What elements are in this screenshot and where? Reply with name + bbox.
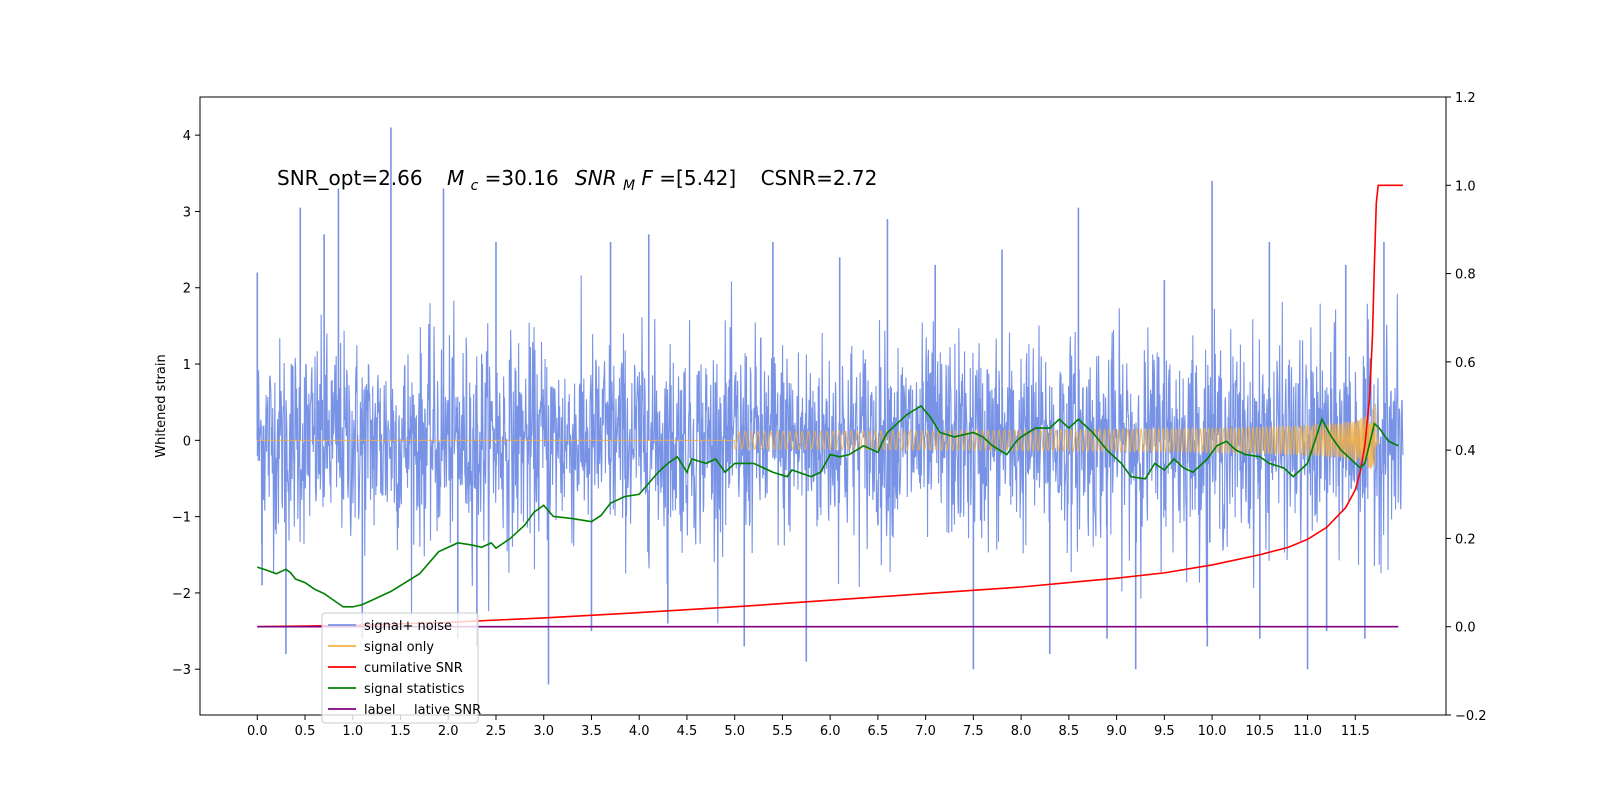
y-right-tick-label: 0.0 <box>1455 621 1476 636</box>
x-tick-label: 10.0 <box>1198 724 1227 739</box>
y-left-tick-label: 4 <box>183 129 191 144</box>
snrmf-subscript: M <box>623 178 635 194</box>
mc-symbol: M <box>447 166 464 190</box>
x-tick-label: 4.0 <box>629 724 650 739</box>
snrmf-value: =[5.42] <box>659 166 736 190</box>
legend-label: signal only <box>364 640 434 655</box>
mc-subscript: c <box>471 178 479 194</box>
x-tick-label: 11.5 <box>1341 724 1370 739</box>
snrmf-f: F <box>641 166 653 190</box>
y-right-tick-label: 0.2 <box>1455 532 1476 547</box>
x-tick-label: 11.0 <box>1293 724 1322 739</box>
y-left-tick-label: −1 <box>172 511 191 526</box>
x-tick-label: 1.5 <box>390 724 411 739</box>
x-tick-label: 9.0 <box>1106 724 1127 739</box>
series-signal-only <box>257 403 1380 470</box>
legend-ghost-text: lative SNR <box>414 703 481 718</box>
series-layer <box>256 127 1404 685</box>
series-signal-statistics <box>257 404 1399 608</box>
y-right-tick-label: 0.6 <box>1455 356 1476 371</box>
csnr-text: CSNR=2.72 <box>761 166 878 190</box>
x-tick-label: 7.0 <box>915 724 936 739</box>
plot-frame <box>199 96 1447 716</box>
y-right-tick-label: 1.0 <box>1455 179 1476 194</box>
y-left-tick-label: 0 <box>183 434 191 449</box>
x-axis: 0.0 0.5 1.0 1.5 2.0 2.5 3.0 3.5 4.0 4.5 5.0 5.5 6.0 6… <box>247 715 1370 739</box>
y-axis-right: −0.2 0.0 0.2 0.4 0.6 0.8 1.0 1.2 <box>1446 91 1487 724</box>
x-tick-label: 5.5 <box>772 724 793 739</box>
x-tick-label: 10.5 <box>1245 724 1274 739</box>
legend-label: cumilative SNR <box>364 661 463 676</box>
x-tick-label: 8.5 <box>1059 724 1080 739</box>
x-tick-label: 9.5 <box>1154 724 1175 739</box>
y-left-tick-label: 3 <box>183 205 191 220</box>
legend-label: signal statistics <box>364 682 465 697</box>
y-axis-label: Whitened strain <box>154 354 169 457</box>
y-left-tick-label: −2 <box>172 587 191 602</box>
snr-annotation: SNR_opt=2.66 M c =30.16 SNR M F =[5.42] … <box>277 166 877 195</box>
y-axis-left: −3 −2 −1 0 1 2 3 4 <box>172 129 200 678</box>
x-tick-label: 1.0 <box>342 724 363 739</box>
legend-box <box>321 612 479 724</box>
series-cumilative-snr <box>257 184 1404 628</box>
legend: signal+ noise signal only cumilative SNR si… <box>321 612 481 724</box>
y-right-tick-label: 0.4 <box>1455 444 1476 459</box>
y-left-tick-label: 2 <box>183 282 191 297</box>
x-tick-label: 0.5 <box>295 724 316 739</box>
y-right-tick-label: 1.2 <box>1455 91 1476 106</box>
x-tick-label: 5.0 <box>724 724 745 739</box>
x-tick-label: 2.5 <box>486 724 507 739</box>
x-tick-label: 2.0 <box>438 724 459 739</box>
y-left-tick-label: 1 <box>183 358 191 373</box>
x-tick-label: 4.5 <box>677 724 698 739</box>
y-right-tick-label: −0.2 <box>1455 709 1487 724</box>
x-tick-label: 0.0 <box>247 724 268 739</box>
mc-value: =30.16 <box>485 166 559 190</box>
legend-label: label <box>364 703 395 718</box>
x-tick-label: 7.5 <box>963 724 984 739</box>
x-tick-label: 6.5 <box>868 724 889 739</box>
snrmf-symbol: SNR <box>575 166 617 190</box>
x-tick-label: 3.0 <box>533 724 554 739</box>
snr-opt-text: SNR_opt=2.66 <box>277 166 423 190</box>
y-right-tick-label: 0.8 <box>1455 268 1476 283</box>
x-tick-label: 3.5 <box>581 724 602 739</box>
x-tick-label: 8.0 <box>1011 724 1032 739</box>
legend-label: signal+ noise <box>364 619 452 634</box>
x-tick-label: 6.0 <box>820 724 841 739</box>
y-left-tick-label: −3 <box>172 663 191 678</box>
